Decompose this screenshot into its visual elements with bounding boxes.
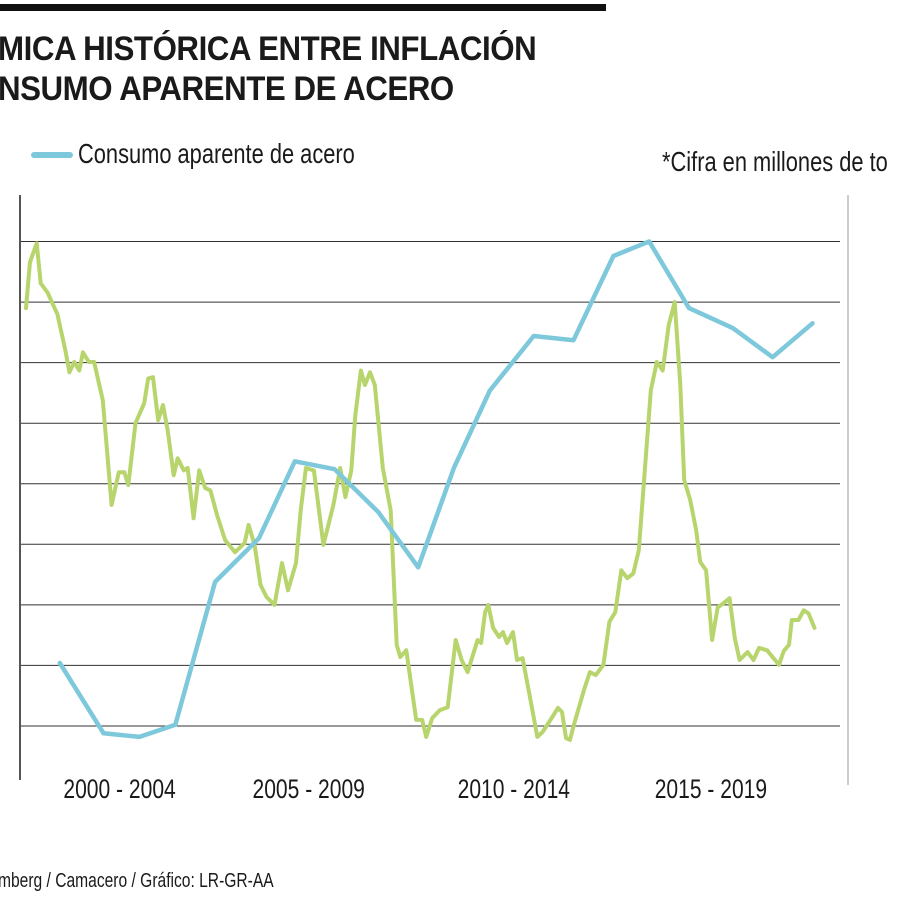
x-tick-label: 2005 - 2009 <box>253 775 365 805</box>
legend-label-consumo: Consumo aparente de acero <box>78 138 355 169</box>
x-tick-label: 2000 - 2004 <box>63 775 175 805</box>
source-credit: mberg / Camacero / Gráfico: LR-GR-AA <box>0 870 274 892</box>
units-note: *Cifra en millones de to <box>662 146 888 177</box>
x-tick-label: 2010 - 2014 <box>458 775 570 805</box>
series-line-consumo <box>57 239 815 740</box>
chart-title-line-2: NSUMO APARENTE DE ACERO <box>0 70 454 108</box>
title-rule <box>0 4 606 11</box>
x-tick-label: 2015 - 2019 <box>655 775 767 805</box>
chart-title-line-1: MICA HISTÓRICA ENTRE INFLACIÓN <box>0 30 537 68</box>
legend-swatch-consumo <box>31 152 73 158</box>
